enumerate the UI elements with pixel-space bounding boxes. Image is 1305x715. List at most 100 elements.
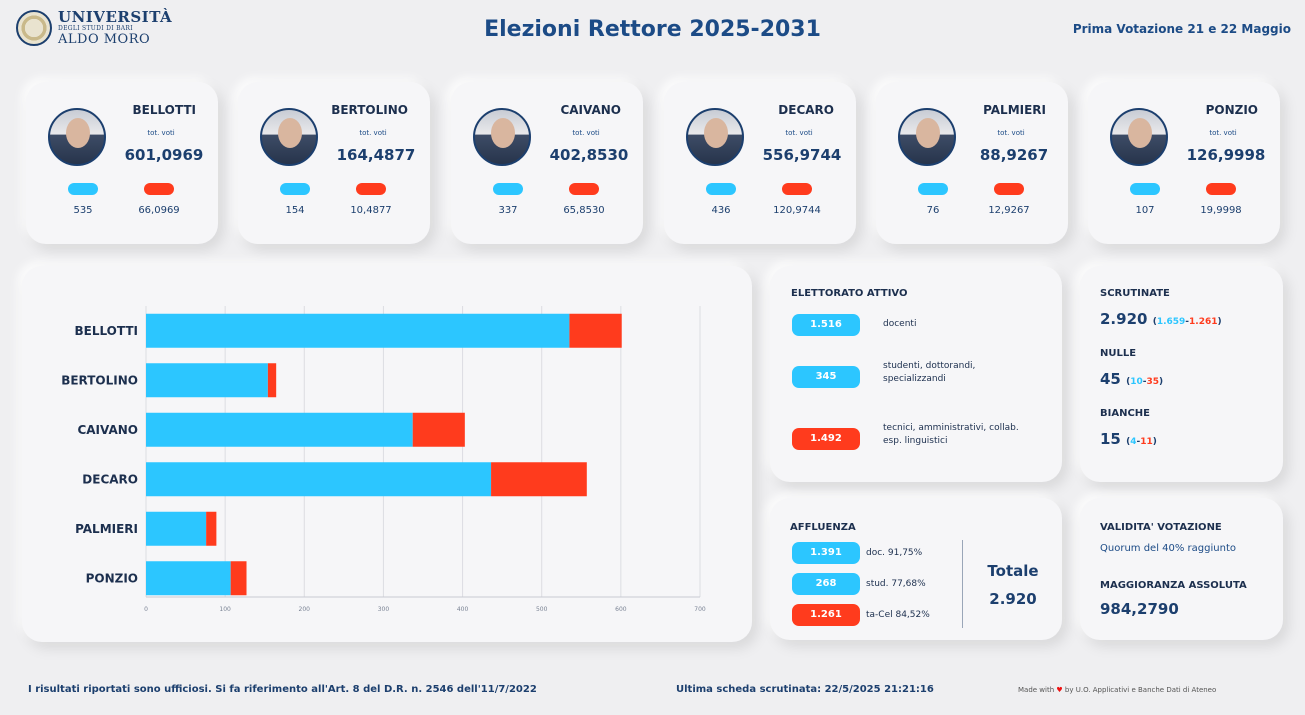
- category-label: CAIVANO: [77, 423, 138, 437]
- candidate-card-ponzio: PONZIO tot. voti 126,9998 107 19,9998: [1088, 82, 1280, 244]
- affluenza-studenti-badge: 268: [792, 573, 860, 595]
- university-seal-icon: [16, 10, 52, 46]
- docenti-pill: [493, 183, 523, 195]
- total-votes: 126,9998: [1186, 146, 1266, 164]
- candidate-photo: [473, 108, 531, 166]
- bar-ta: [267, 363, 277, 398]
- docenti-votes: 107: [1135, 205, 1155, 216]
- total-votes-label: tot. voti: [1209, 129, 1237, 137]
- category-label: BELLOTTI: [74, 324, 138, 338]
- x-tick-label: 300: [378, 606, 390, 613]
- affluenza-ta-label: ta-Cel 84,52%: [866, 610, 930, 620]
- candidate-card-palmieri: PALMIERI tot. voti 88,9267 76 12,9267: [876, 82, 1068, 244]
- logo-line-3: ALDO MORO: [58, 32, 151, 47]
- docenti-votes: 76: [926, 205, 940, 216]
- ta-votes: 120,9744: [773, 205, 821, 216]
- affluenza-divider: [962, 540, 963, 628]
- docenti-votes: 535: [73, 205, 93, 216]
- affluenza-docenti-badge: 1.391: [792, 542, 860, 564]
- nulle-title: NULLE: [1100, 348, 1137, 359]
- ta-votes: 66,0969: [138, 205, 180, 216]
- total-votes-label: tot. voti: [147, 129, 175, 137]
- credits: Made with ♥ by U.O. Applicativi e Banche…: [1018, 686, 1216, 694]
- ta-pill: [782, 183, 812, 195]
- ta-pill: [356, 183, 386, 195]
- candidate-photo: [686, 108, 744, 166]
- docenti-pill: [68, 183, 98, 195]
- ta-votes: 12,9267: [988, 205, 1030, 216]
- ta-votes: 19,9998: [1200, 205, 1242, 216]
- docenti-pill: [706, 183, 736, 195]
- candidate-photo: [260, 108, 318, 166]
- bar-ta: [569, 313, 622, 348]
- candidate-name: PALMIERI: [983, 103, 1046, 117]
- scrutinate-value: 2.920 (1.659-1.261): [1100, 310, 1222, 328]
- x-tick-label: 700: [694, 606, 706, 613]
- docenti-label: docenti: [883, 319, 917, 329]
- maggioranza-title: MAGGIORANZA ASSOLUTA: [1100, 580, 1247, 591]
- total-votes: 601,0969: [124, 146, 204, 164]
- disclaimer-text: I risultati riportati sono ufficiosi. Si…: [28, 684, 537, 695]
- candidate-card-caivano: CAIVANO tot. voti 402,8530 337 65,8530: [451, 82, 643, 244]
- page-title: Elezioni Rettore 2025-2031: [484, 17, 821, 42]
- x-tick-label: 600: [615, 606, 627, 613]
- x-tick-label: 500: [536, 606, 548, 613]
- bar-ta: [491, 462, 587, 497]
- affluenza-ta-badge: 1.261: [792, 604, 860, 626]
- total-votes: 556,9744: [762, 146, 842, 164]
- ta-votes: 65,8530: [563, 205, 605, 216]
- x-tick-label: 200: [299, 606, 311, 613]
- affluenza-docenti-label: doc. 91,75%: [866, 548, 923, 558]
- docenti-votes: 436: [711, 205, 731, 216]
- maggioranza-value: 984,2790: [1100, 600, 1179, 618]
- ta-pill: [994, 183, 1024, 195]
- bar-ta: [206, 511, 217, 546]
- scrutinate-card: SCRUTINATE 2.920 (1.659-1.261) NULLE 45 …: [1080, 266, 1283, 482]
- docenti-votes: 154: [285, 205, 305, 216]
- x-tick-label: 400: [457, 606, 469, 613]
- candidate-photo: [48, 108, 106, 166]
- candidate-name: CAIVANO: [560, 103, 621, 117]
- affluenza-total-value: 2.920: [989, 590, 1037, 608]
- category-label: BERTOLINO: [61, 373, 138, 387]
- category-label: PONZIO: [86, 571, 138, 585]
- category-label: DECARO: [82, 472, 138, 486]
- docenti-badge: 1.516: [792, 314, 860, 336]
- total-votes-label: tot. voti: [785, 129, 813, 137]
- candidate-name: BERTOLINO: [331, 103, 408, 117]
- bar-docenti: [146, 363, 268, 398]
- ta-pill: [569, 183, 599, 195]
- affluenza-total-label: Totale: [987, 562, 1039, 580]
- bar-docenti: [146, 412, 413, 447]
- total-votes: 402,8530: [549, 146, 629, 164]
- docenti-pill: [280, 183, 310, 195]
- bar-docenti: [146, 462, 492, 497]
- docenti-votes: 337: [498, 205, 518, 216]
- quorum-text: Quorum del 40% raggiunto: [1100, 543, 1236, 554]
- candidate-card-bellotti: BELLOTTI tot. voti 601,0969 535 66,0969: [26, 82, 218, 244]
- x-tick-label: 0: [144, 606, 148, 613]
- votes-bar-chart: 0 100 200 300 400 500 600 700 BELLOTTI BERTOLINO C…: [61, 306, 706, 613]
- bianche-value: 15 (4-11): [1100, 430, 1157, 448]
- total-votes: 164,4877: [336, 146, 416, 164]
- bar-docenti: [146, 561, 231, 596]
- ta-label: tecnici, amministrativi, collab. esp. li…: [883, 423, 1019, 446]
- docenti-pill: [1130, 183, 1160, 195]
- bianche-title: BIANCHE: [1100, 408, 1150, 419]
- validita-title: VALIDITA' VOTAZIONE: [1100, 522, 1222, 533]
- heart-icon: ♥: [1056, 686, 1063, 694]
- vote-dates: Prima Votazione 21 e 22 Maggio: [1072, 22, 1291, 36]
- total-votes-label: tot. voti: [359, 129, 387, 137]
- elettorato-card: ELETTORATO ATTIVO 1.516 docenti 345 stud…: [770, 266, 1062, 482]
- ta-pill: [144, 183, 174, 195]
- validita-card: VALIDITA' VOTAZIONE Quorum del 40% raggi…: [1080, 498, 1283, 640]
- affluenza-studenti-label: stud. 77,68%: [866, 579, 926, 589]
- logo-line-2: DEGLI STUDI DI BARI: [58, 25, 133, 32]
- candidate-photo: [898, 108, 956, 166]
- votes-chart-card: 0 100 200 300 400 500 600 700 BELLOTTI BERTOLINO C…: [22, 266, 752, 642]
- affluenza-title: AFFLUENZA: [790, 522, 856, 533]
- docenti-pill: [918, 183, 948, 195]
- candidate-photo: [1110, 108, 1168, 166]
- bar-docenti: [146, 313, 570, 348]
- ta-pill: [1206, 183, 1236, 195]
